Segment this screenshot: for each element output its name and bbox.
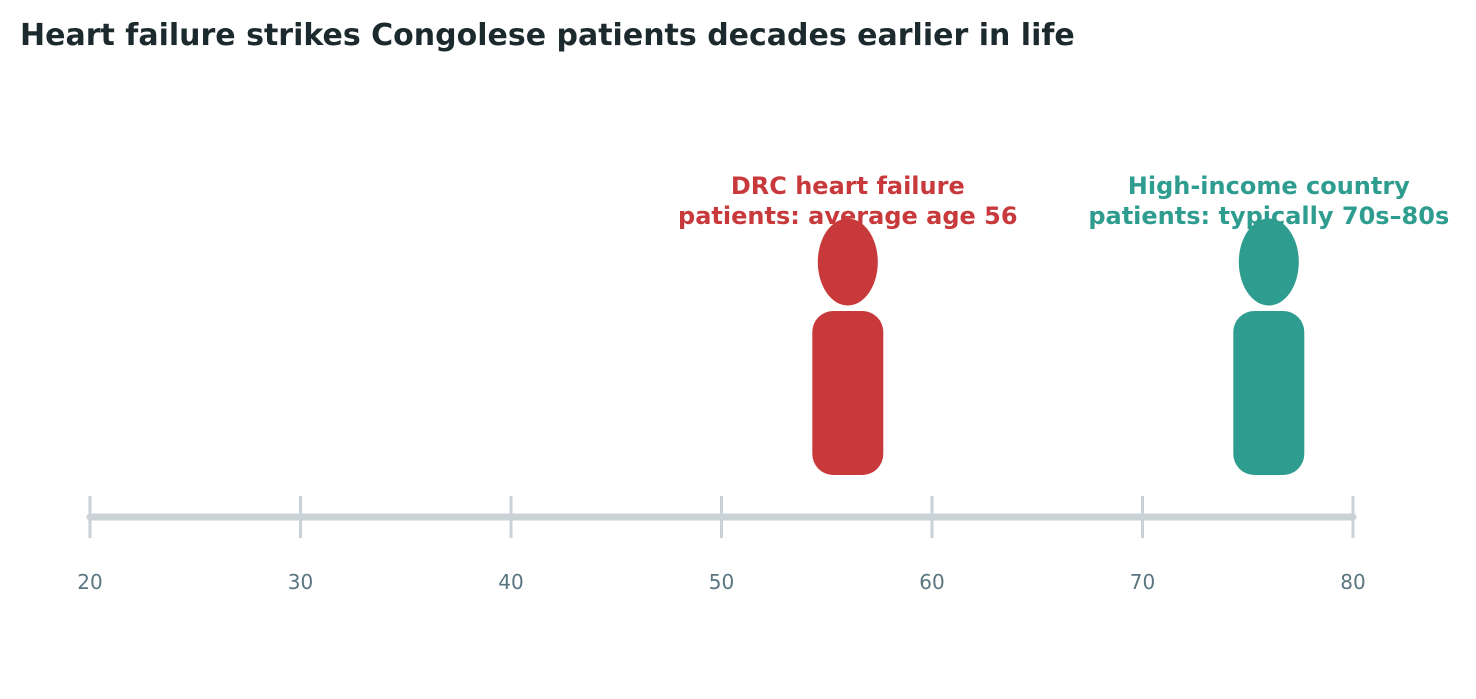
tick-label: 40: [498, 570, 523, 594]
person-body: [812, 311, 884, 475]
tick-label: 60: [919, 570, 944, 594]
person-body: [1233, 311, 1305, 475]
tick-label: 50: [709, 570, 734, 594]
chart-title: Heart failure strikes Congolese patients…: [20, 18, 1075, 53]
tick-label: 20: [77, 570, 102, 594]
person-head: [817, 218, 878, 306]
marker-label-line2: patients: typically 70s–80s: [1088, 202, 1449, 230]
marker-label-line1: DRC heart failure: [731, 172, 965, 200]
axis-ticks: 20 30 40 50 60 70 80: [77, 496, 1366, 594]
tick-label: 30: [288, 570, 313, 594]
marker-label-line1: High-income country: [1128, 172, 1410, 200]
person-head: [1238, 218, 1299, 306]
marker-label-line2: patients: average age 56: [678, 202, 1018, 230]
tick-label: 80: [1340, 570, 1365, 594]
tick-label: 70: [1130, 570, 1155, 594]
